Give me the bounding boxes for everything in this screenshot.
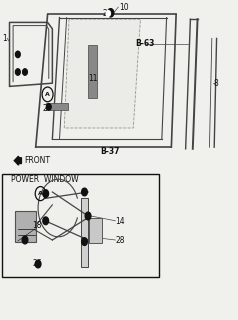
Text: 18: 18 — [32, 221, 42, 230]
Bar — [15, 211, 36, 242]
Bar — [81, 198, 88, 267]
Circle shape — [35, 260, 41, 268]
Text: 1: 1 — [2, 34, 7, 43]
FancyArrow shape — [14, 156, 21, 165]
Circle shape — [82, 238, 87, 245]
Circle shape — [15, 51, 20, 58]
Text: FRONT: FRONT — [24, 156, 50, 165]
Text: A: A — [38, 191, 43, 196]
Text: A: A — [45, 92, 50, 97]
Bar — [89, 218, 102, 243]
Text: 10: 10 — [119, 3, 129, 12]
Circle shape — [82, 188, 87, 196]
Bar — [46, 103, 68, 110]
Circle shape — [106, 11, 110, 16]
Text: 27: 27 — [43, 104, 52, 113]
Text: 28: 28 — [115, 236, 125, 245]
Circle shape — [108, 9, 114, 17]
Circle shape — [43, 217, 49, 225]
Text: POWER  WINDOW: POWER WINDOW — [11, 175, 78, 184]
Circle shape — [15, 69, 20, 75]
Text: B-63: B-63 — [136, 39, 155, 48]
Bar — [88, 45, 97, 98]
Text: 11: 11 — [88, 74, 98, 83]
Circle shape — [46, 104, 51, 110]
Circle shape — [85, 212, 91, 220]
Polygon shape — [64, 19, 140, 128]
Circle shape — [22, 236, 28, 244]
Text: B-37: B-37 — [100, 147, 119, 156]
Text: 8: 8 — [213, 79, 218, 88]
Bar — [2, 174, 159, 277]
Text: 14: 14 — [115, 217, 125, 226]
Text: 2: 2 — [102, 9, 107, 18]
Circle shape — [23, 69, 27, 75]
Circle shape — [43, 190, 49, 197]
Text: 26: 26 — [32, 259, 42, 268]
